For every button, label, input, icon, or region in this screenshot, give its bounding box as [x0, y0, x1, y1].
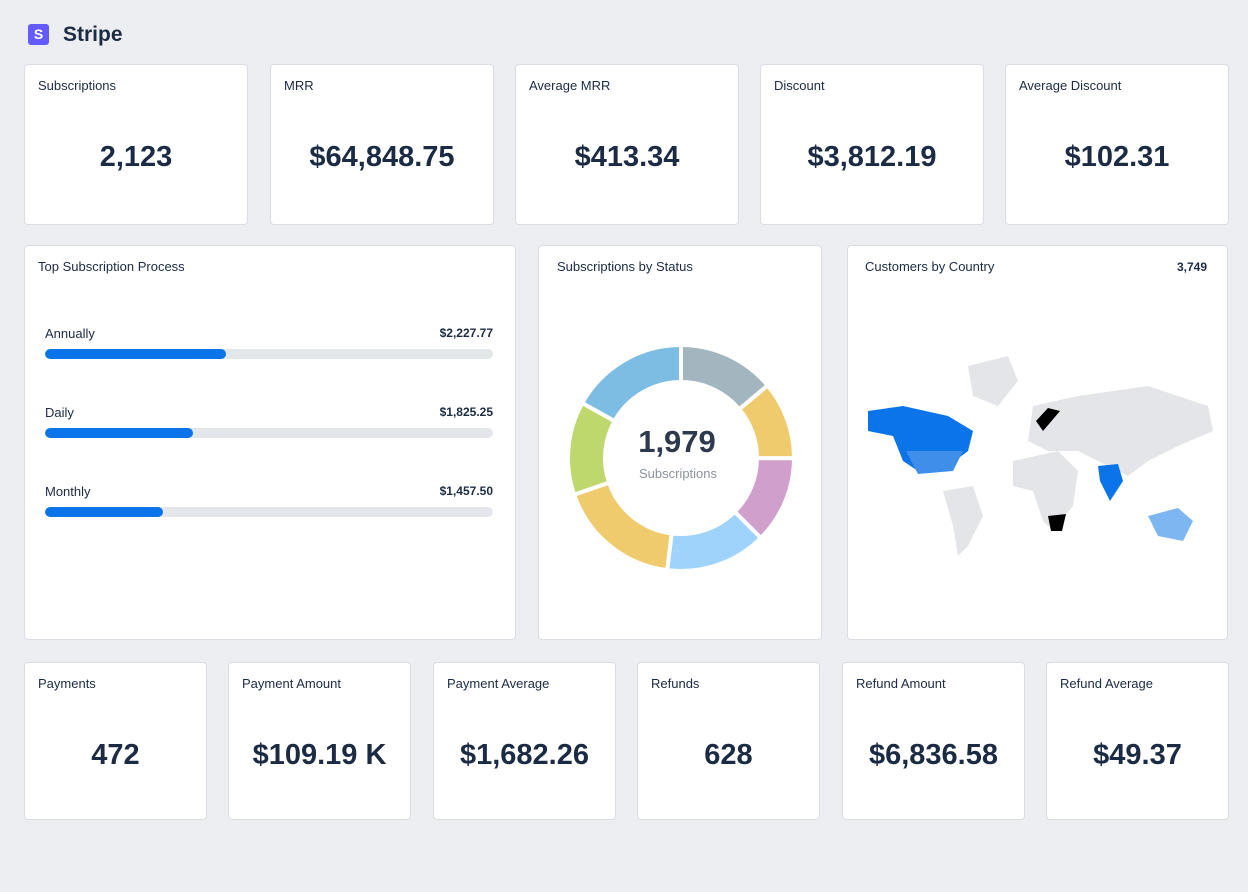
stat-card: Average MRR $413.34	[515, 64, 739, 225]
donut-segment	[566, 400, 618, 498]
stat-card: Payments 472	[24, 662, 207, 820]
map-india	[1098, 464, 1123, 501]
bar-label: Annually	[45, 326, 95, 341]
card-title: Average MRR	[529, 78, 611, 93]
map-africa	[1013, 451, 1078, 531]
stat-value: $102.31	[1064, 141, 1170, 173]
card-title: Refund Average	[1060, 676, 1153, 691]
card-title: Refunds	[651, 676, 700, 691]
card-title: MRR	[284, 78, 314, 93]
bar-fill	[45, 428, 194, 438]
card-title: Top Subscription Process	[38, 259, 185, 274]
stat-value: $413.34	[574, 141, 680, 173]
stat-card: Subscriptions 2,123	[24, 64, 248, 225]
stat-card: Discount $3,812.19	[760, 64, 984, 225]
donut-segment	[664, 508, 764, 573]
stat-card: MRR $64,848.75	[270, 64, 494, 225]
countries-total: 3,749	[1176, 260, 1207, 274]
bar-value: $1,825.25	[439, 405, 493, 419]
logo: S	[28, 24, 49, 45]
bar-label: Monthly	[45, 484, 91, 499]
donut-total-label: Subscriptions	[639, 466, 718, 481]
donut-segment	[679, 342, 771, 412]
process-card: Top Subscription Process Annually $2,227.…	[24, 245, 516, 640]
status-card: Subscriptions by Status 1,979 Subscripti…	[538, 245, 822, 640]
stat-card: Payment Amount $109.19 K	[228, 662, 411, 820]
bar-label: Daily	[45, 405, 74, 420]
stat-value: $64,848.75	[309, 141, 455, 173]
bar-fill	[45, 507, 164, 517]
stat-card: Refunds 628	[637, 662, 820, 820]
stat-card: Refund Amount $6,836.58	[842, 662, 1025, 820]
map-usa	[906, 451, 963, 474]
bar-value: $1,457.50	[439, 484, 493, 498]
card-title: Payment Amount	[242, 676, 341, 691]
countries-card: Customers by Country 3,749	[847, 245, 1228, 640]
bar-fill	[45, 349, 227, 359]
bar-track	[45, 349, 493, 359]
stat-value: $1,682.26	[459, 739, 589, 771]
card-title: Average Discount	[1019, 78, 1122, 93]
donut-segment	[571, 480, 674, 573]
bar-track	[45, 507, 493, 517]
map-norway	[1036, 408, 1060, 431]
stat-value: 472	[91, 739, 140, 771]
card-title: Payments	[38, 676, 96, 691]
stat-card: Refund Average $49.37	[1046, 662, 1229, 820]
map-south-america	[943, 486, 983, 556]
donut-total: 1,979	[638, 424, 716, 459]
card-title: Subscriptions	[38, 78, 117, 93]
bar-value: $2,227.77	[439, 326, 493, 340]
map-south-africa	[1048, 514, 1066, 531]
stat-value: $6,836.58	[868, 739, 998, 771]
stat-value: 628	[704, 739, 753, 771]
donut-segment	[731, 456, 797, 541]
donut-segment	[736, 382, 797, 461]
stat-card: Payment Average $1,682.26	[433, 662, 616, 820]
card-title: Payment Average	[447, 676, 550, 691]
stat-value: $3,812.19	[807, 141, 937, 173]
stat-value: $49.37	[1093, 739, 1182, 771]
map-eurasia	[1028, 386, 1213, 476]
stat-value: $109.19 K	[252, 739, 387, 771]
world-map	[868, 356, 1213, 556]
map-greenland	[968, 356, 1018, 406]
donut-chart: 1,979 Subscriptions	[566, 342, 797, 573]
map-australia	[1148, 508, 1193, 541]
stat-value: 2,123	[99, 141, 173, 173]
card-title: Discount	[774, 78, 825, 93]
card-title: Refund Amount	[856, 676, 946, 691]
card-title: Subscriptions by Status	[557, 259, 693, 274]
stat-card: Average Discount $102.31	[1005, 64, 1229, 225]
brand-title: Stripe	[63, 23, 123, 46]
card-title: Customers by Country	[865, 259, 995, 274]
bar-track	[45, 428, 493, 438]
